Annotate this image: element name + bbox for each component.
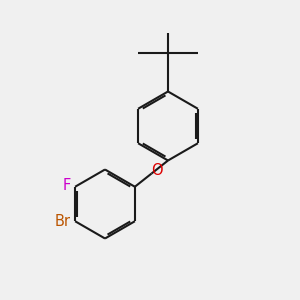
Text: F: F [62, 178, 70, 193]
Text: Br: Br [55, 214, 70, 229]
Text: O: O [151, 163, 163, 178]
